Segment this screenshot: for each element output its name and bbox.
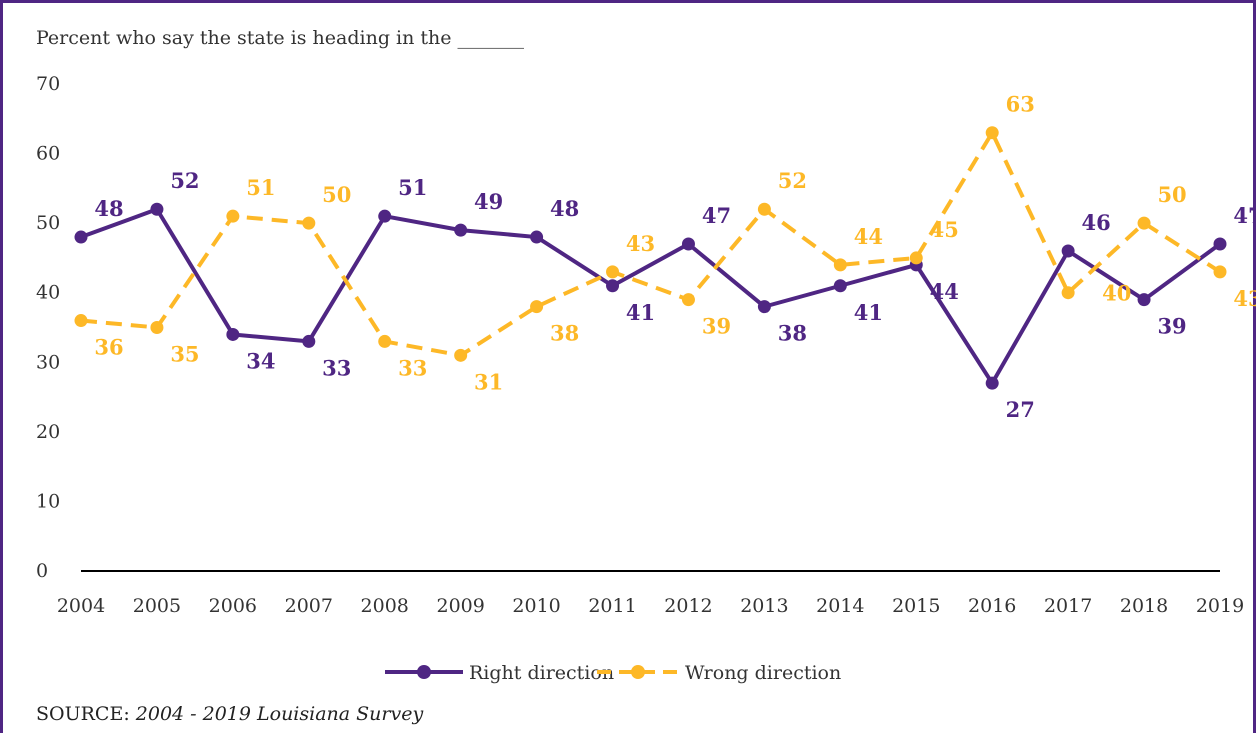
series-1-point-2007 — [302, 334, 316, 348]
series-1-data-label-2009: 49 — [474, 189, 503, 214]
series-2-data-label-2006: 51 — [246, 175, 275, 200]
series-1-data-label-2015: 44 — [930, 279, 959, 304]
series-1-point-2008 — [378, 209, 392, 223]
x-tick-label-2011: 2011 — [588, 595, 636, 617]
series-2-data-label-2015: 45 — [930, 217, 959, 242]
x-tick-label-2019: 2019 — [1196, 595, 1244, 617]
x-tick-label-2012: 2012 — [664, 595, 712, 617]
y-tick-label-0: 0 — [36, 560, 48, 582]
series-2-data-label-2013: 52 — [778, 168, 807, 193]
series-1-data-label-2010: 48 — [550, 196, 579, 221]
series-2-point-2016 — [985, 126, 999, 140]
series-1-point-2012 — [681, 237, 695, 251]
series-1-data-label-2013: 38 — [778, 321, 807, 346]
y-tick-label-20: 20 — [36, 421, 60, 443]
x-tick-label-2004: 2004 — [57, 595, 105, 617]
series-2-point-2008 — [378, 334, 392, 348]
series-2-point-2019 — [1213, 265, 1227, 279]
x-tick-label-2010: 2010 — [512, 595, 560, 617]
series-2-data-label-2012: 39 — [702, 314, 731, 339]
series-2-point-2004 — [74, 314, 88, 328]
series-1-data-label-2018: 39 — [1157, 314, 1186, 339]
series-1-point-2010 — [530, 230, 544, 244]
series-1-data-label-2019: 47 — [1233, 203, 1256, 228]
x-tick-label-2005: 2005 — [133, 595, 181, 617]
series-1-data-label-2017: 46 — [1082, 210, 1111, 235]
series-2-data-label-2007: 50 — [322, 182, 351, 207]
series-2-point-2012 — [681, 293, 695, 307]
series-2-data-label-2019: 43 — [1233, 286, 1256, 311]
series-1-point-2004 — [74, 230, 88, 244]
series-2-point-2009 — [454, 348, 468, 362]
series-2-point-2015 — [909, 251, 923, 265]
series-1-data-label-2005: 52 — [170, 168, 199, 193]
x-tick-label-2015: 2015 — [892, 595, 940, 617]
series-1-point-2011 — [606, 279, 620, 293]
series-1-data-label-2004: 48 — [94, 196, 123, 221]
series-2-data-label-2009: 31 — [474, 369, 503, 394]
line-chart: 0 10 20 30 40 50 60 70 2004 2005 2006 2007 2008 2009 2… — [36, 73, 1256, 684]
x-tick-label-2017: 2017 — [1044, 595, 1092, 617]
legend-marker-2 — [631, 665, 645, 679]
x-tick-label-2013: 2013 — [740, 595, 788, 617]
series-2-data-label-2014: 44 — [854, 224, 883, 249]
x-tick-label-2007: 2007 — [285, 595, 333, 617]
series-2-data-label-2017: 40 — [1102, 281, 1131, 306]
series-2-point-2014 — [833, 258, 847, 272]
series-1-point-2013 — [757, 300, 771, 314]
y-tick-label-10: 10 — [36, 490, 60, 512]
x-tick-label-2016: 2016 — [968, 595, 1016, 617]
series-2-data-label-2011: 43 — [626, 231, 655, 256]
source-prefix: SOURCE: — [36, 703, 136, 725]
source-note: SOURCE: 2004 - 2019 Louisiana Survey — [36, 703, 423, 725]
y-tick-label-50: 50 — [36, 212, 60, 234]
legend-marker-1 — [417, 665, 431, 679]
series-2-point-2013 — [757, 202, 771, 216]
series-1-point-2016 — [985, 376, 999, 390]
series-line-2 — [80, 130, 1222, 358]
series-1-data-label-2014: 41 — [854, 300, 883, 325]
series-1-data-label-2016: 27 — [1006, 397, 1035, 422]
series-2-data-label-2016: 63 — [1006, 92, 1035, 117]
series-1-point-2018 — [1137, 293, 1151, 307]
series-1-point-2005 — [150, 202, 164, 216]
series-2-data-label-2010: 38 — [550, 321, 579, 346]
series-2-point-2010 — [530, 300, 544, 314]
series-1-data-label-2008: 51 — [398, 175, 427, 200]
series-2-data-label-2005: 35 — [170, 342, 199, 367]
y-tick-label-60: 60 — [36, 143, 60, 165]
series-2-point-2017 — [1061, 286, 1075, 300]
series-1-data-label-2007: 33 — [322, 355, 351, 380]
series-1-point-2019 — [1213, 237, 1227, 251]
legend-label-2: Wrong direction — [685, 662, 841, 684]
source-text: 2004 - 2019 Louisiana Survey — [135, 703, 424, 725]
series-1-data-label-2011: 41 — [626, 300, 655, 325]
series-2-point-2018 — [1137, 216, 1151, 230]
series-1-point-2017 — [1061, 244, 1075, 258]
series-2-point-2007 — [302, 216, 316, 230]
series-2-point-2011 — [606, 265, 620, 279]
x-tick-label-2009: 2009 — [436, 595, 484, 617]
x-tick-label-2006: 2006 — [209, 595, 257, 617]
series-1-data-label-2006: 34 — [246, 348, 275, 373]
series-2-data-label-2004: 36 — [94, 335, 123, 360]
series-line-1 — [80, 207, 1222, 386]
x-tick-label-2014: 2014 — [816, 595, 864, 617]
chart-subtitle: Percent who say the state is heading in … — [36, 27, 525, 49]
legend-label-1: Right direction — [469, 662, 614, 684]
series-1-point-2009 — [454, 223, 468, 237]
y-tick-label-40: 40 — [36, 282, 60, 304]
y-tick-label-30: 30 — [36, 351, 60, 373]
series-1-point-2014 — [833, 279, 847, 293]
series-1-point-2006 — [226, 327, 240, 341]
series-2-data-label-2008: 33 — [398, 355, 427, 380]
series-2-point-2005 — [150, 321, 164, 334]
series-2-point-2006 — [226, 209, 240, 223]
series-1-data-label-2012: 47 — [702, 203, 731, 228]
y-tick-label-70: 70 — [36, 73, 60, 95]
x-tick-label-2018: 2018 — [1120, 595, 1168, 617]
series-2-data-label-2018: 50 — [1157, 182, 1186, 207]
x-tick-label-2008: 2008 — [361, 595, 409, 617]
